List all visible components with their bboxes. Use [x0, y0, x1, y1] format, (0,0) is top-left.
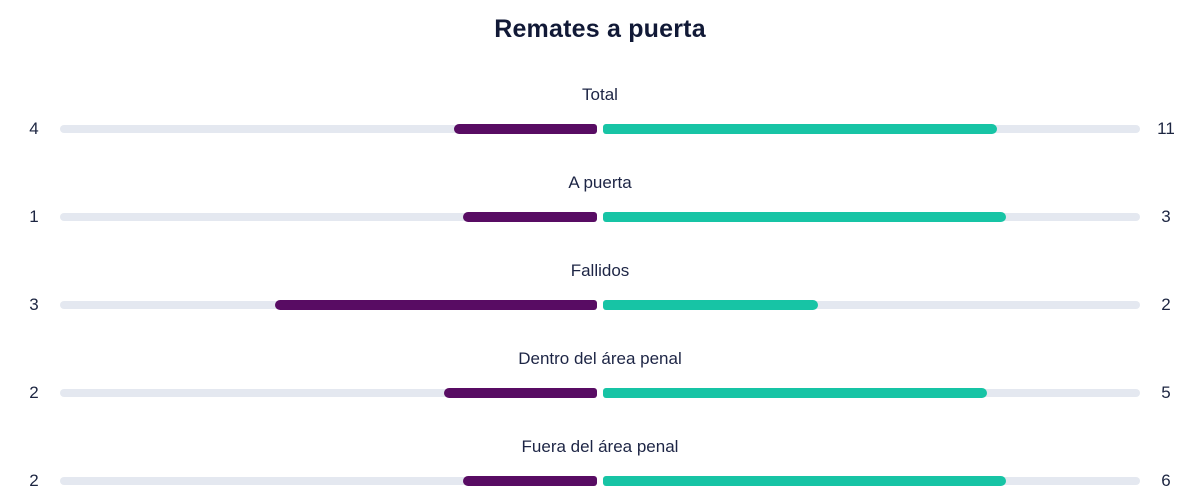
- left-value: 2: [29, 383, 39, 402]
- left-bar: [274, 300, 597, 310]
- bar-line: 4 11: [14, 119, 1186, 138]
- stat-rows: Total 4 11 A puerta 1: [0, 45, 1200, 490]
- right-bar: [603, 476, 1006, 486]
- bar-line: 1 3: [14, 207, 1186, 226]
- stat-row-a-puerta: A puerta 1 3: [14, 165, 1186, 226]
- bar-line: 2 5: [14, 383, 1186, 402]
- stat-row-fallidos: Fallidos 3 2: [14, 253, 1186, 314]
- track-pair: [60, 124, 1140, 134]
- right-track: [603, 388, 1140, 398]
- left-value: 2: [29, 471, 39, 490]
- right-bar: [603, 300, 818, 310]
- left-track: [60, 476, 597, 486]
- stat-label: A puerta: [568, 173, 632, 192]
- left-track: [60, 388, 597, 398]
- right-value: 3: [1161, 207, 1171, 226]
- left-bar: [443, 388, 597, 398]
- stat-row-dentro-area: Dentro del área penal 2 5: [14, 341, 1186, 402]
- stat-label: Total: [582, 85, 618, 104]
- right-track: [603, 124, 1140, 134]
- right-value: 5: [1161, 383, 1171, 402]
- right-bar: [603, 212, 1006, 222]
- right-value: 2: [1161, 295, 1171, 314]
- left-value: 3: [29, 295, 39, 314]
- stat-label: Fuera del área penal: [521, 437, 679, 456]
- stat-row-fuera-area: Fuera del área penal 2 6: [14, 429, 1186, 490]
- right-value: 11: [1157, 119, 1175, 138]
- right-track: [603, 476, 1140, 486]
- left-bar: [462, 476, 597, 486]
- left-bar: [453, 124, 597, 134]
- left-track: [60, 212, 597, 222]
- right-value: 6: [1161, 471, 1171, 490]
- right-bar: [603, 124, 997, 134]
- chart-title: Remates a puerta: [494, 15, 706, 43]
- track-pair: [60, 388, 1140, 398]
- track-pair: [60, 212, 1140, 222]
- left-value: 1: [29, 207, 39, 226]
- bar-line: 2 6: [14, 471, 1186, 490]
- track-pair: [60, 476, 1140, 486]
- right-track: [603, 300, 1140, 310]
- left-track: [60, 124, 597, 134]
- track-pair: [60, 300, 1140, 310]
- left-value: 4: [29, 119, 39, 138]
- right-track: [603, 212, 1140, 222]
- stat-label: Dentro del área penal: [518, 349, 682, 368]
- stat-row-total: Total 4 11: [14, 77, 1186, 138]
- right-bar: [603, 388, 987, 398]
- bar-line: 3 2: [14, 295, 1186, 314]
- left-bar: [462, 212, 597, 222]
- stat-label: Fallidos: [570, 261, 630, 280]
- left-track: [60, 300, 597, 310]
